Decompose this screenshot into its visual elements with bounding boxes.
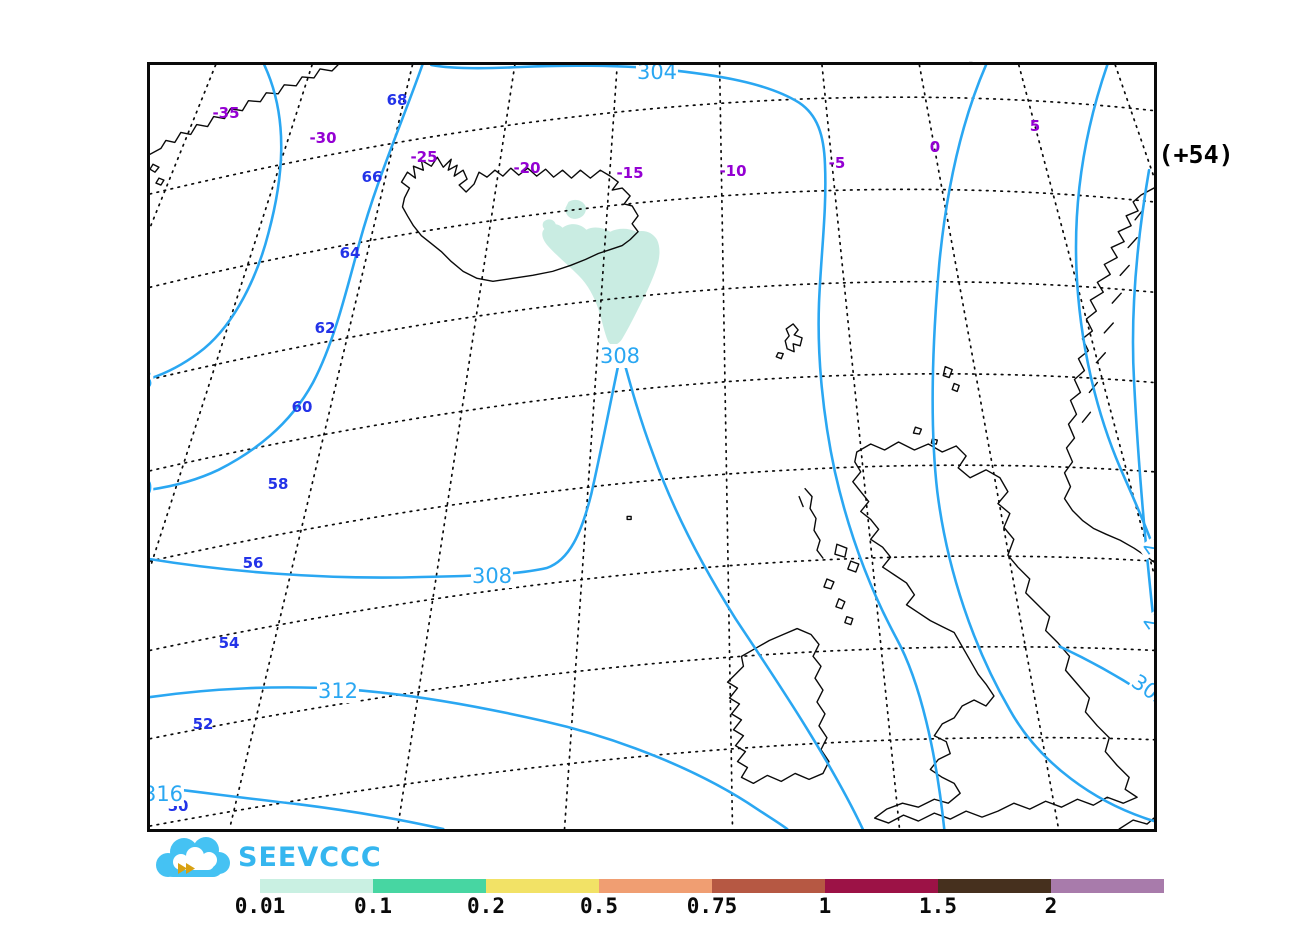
longitude-label: -25 bbox=[410, 148, 438, 166]
colorbar-tick: 0.01 bbox=[234, 894, 286, 918]
graticule bbox=[150, 65, 1154, 829]
latitude-label: 58 bbox=[267, 475, 289, 493]
contour-label: 304 bbox=[635, 62, 679, 84]
latitude-label: 68 bbox=[386, 91, 408, 109]
longitude-label: -20 bbox=[513, 159, 541, 177]
colorbar-segment bbox=[260, 879, 373, 893]
dust-load-colorbar bbox=[260, 879, 1164, 893]
logo-text: SEEVCCC bbox=[238, 842, 382, 873]
colorbar-segment bbox=[373, 879, 486, 893]
coastlines bbox=[150, 65, 1154, 829]
latitude-label: 56 bbox=[242, 554, 264, 572]
contour-label: 308 bbox=[598, 344, 642, 368]
latitude-label: 66 bbox=[361, 168, 383, 186]
colorbar-tick: 1 bbox=[818, 894, 832, 918]
contour-label: 308 bbox=[470, 564, 514, 588]
longitude-label: -10 bbox=[719, 162, 747, 180]
colorbar-tick: 0.1 bbox=[354, 894, 392, 918]
latitude-label: 52 bbox=[192, 715, 214, 733]
colorbar-tick: 0.75 bbox=[686, 894, 738, 918]
contour-label: 6 bbox=[150, 369, 154, 393]
geopotential-contours bbox=[150, 65, 1154, 829]
colorbar-segment bbox=[825, 879, 938, 893]
latitude-label: 64 bbox=[339, 244, 361, 262]
colorbar-tick-labels: 0.01 0.1 0.2 0.5 0.75 1 1.5 2 bbox=[235, 894, 1164, 922]
longitude-label: 5 bbox=[1029, 117, 1041, 135]
colorbar-segment bbox=[486, 879, 599, 893]
longitude-label: -30 bbox=[309, 129, 337, 147]
dust-shading bbox=[542, 199, 660, 346]
seevccc-cloud-icon bbox=[156, 837, 230, 877]
longitude-label: -35 bbox=[212, 104, 240, 122]
colorbar-tick: 0.2 bbox=[467, 894, 505, 918]
contour-label: 312 bbox=[316, 679, 360, 703]
latitude-label: 62 bbox=[314, 319, 336, 337]
colorbar-tick: 1.5 bbox=[919, 894, 957, 918]
latitude-label: 60 bbox=[291, 398, 313, 416]
colorbar-tick: 2 bbox=[1044, 894, 1058, 918]
contour-label: 316 bbox=[150, 782, 185, 806]
colorbar-segment bbox=[599, 879, 712, 893]
logo-chevron-icon bbox=[178, 863, 195, 874]
longitude-label: 0 bbox=[929, 138, 941, 156]
colorbar-tick: 0.5 bbox=[580, 894, 618, 918]
latitude-label: 54 bbox=[218, 634, 240, 652]
longitude-label: -15 bbox=[616, 164, 644, 182]
longitude-label: -5 bbox=[828, 154, 846, 172]
contour-label: 0 bbox=[150, 476, 154, 500]
colorbar-segment bbox=[938, 879, 1051, 893]
colorbar-segment bbox=[712, 879, 825, 893]
colorbar-segment bbox=[1051, 879, 1164, 893]
map-canvas bbox=[150, 65, 1154, 829]
map-frame: -35 -30 -25 -20 -15 -10 -5 0 5 68 66 64 62 60 58 56 54 52… bbox=[147, 62, 1157, 832]
